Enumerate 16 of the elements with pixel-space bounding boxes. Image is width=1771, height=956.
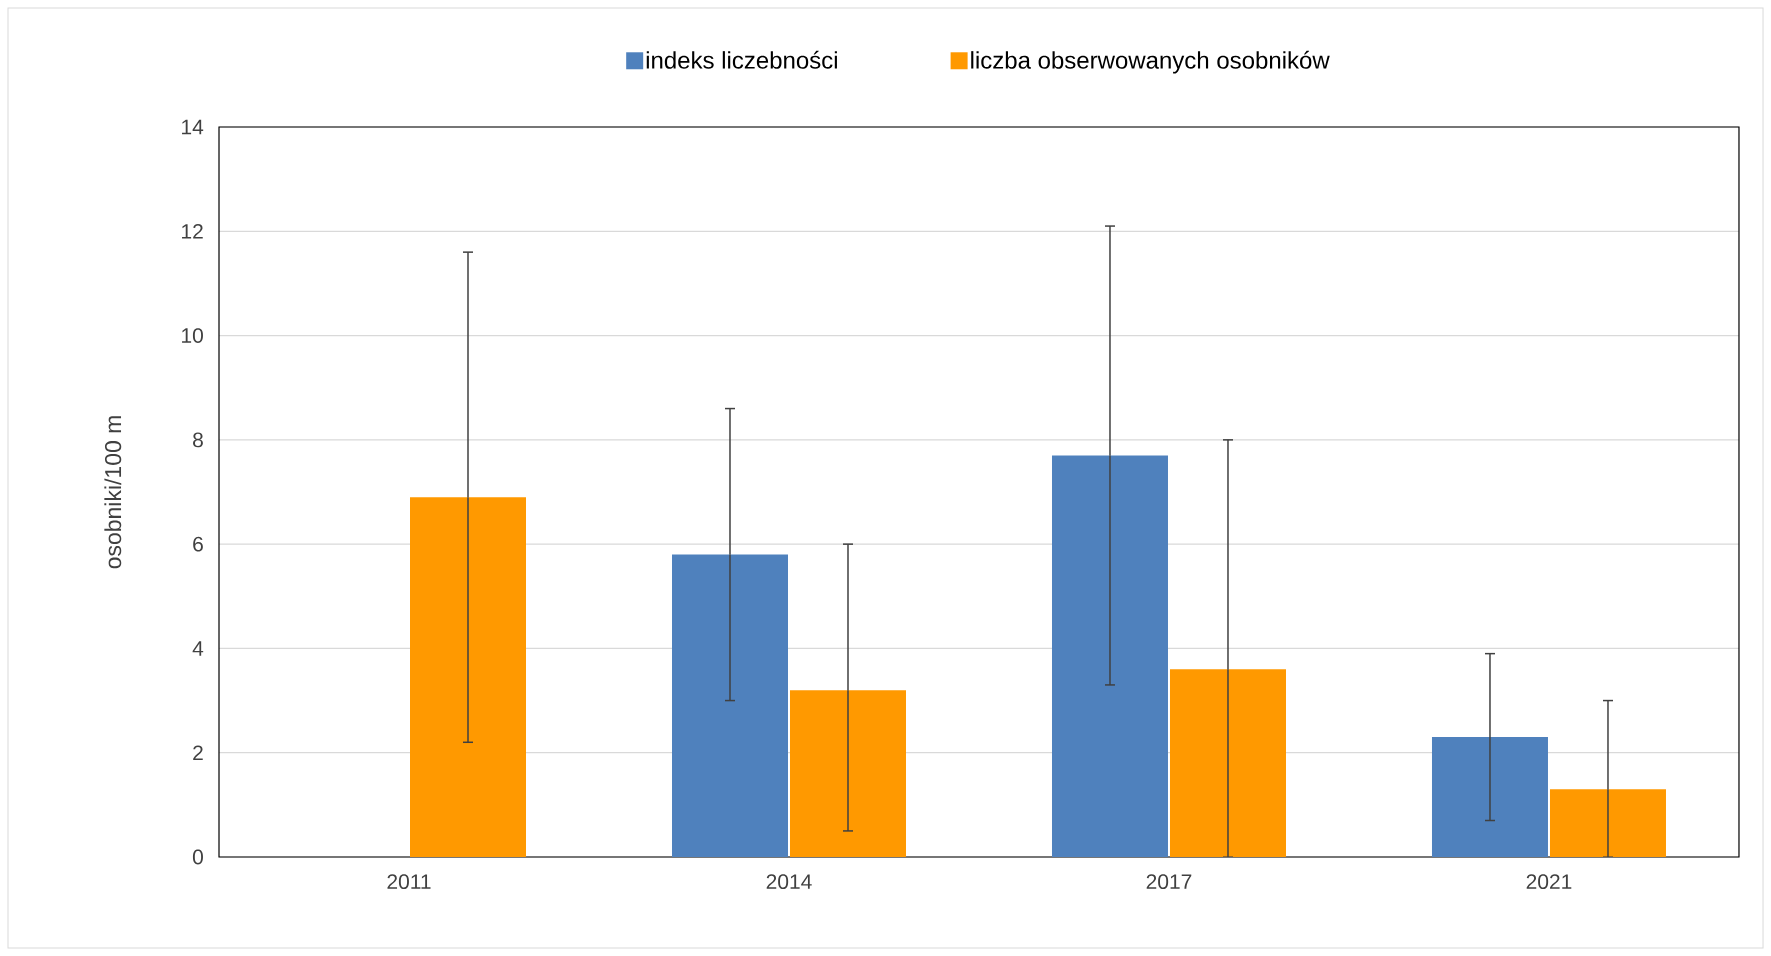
y-tick-label: 8: [193, 432, 203, 448]
x-tick-label: 2017: [1146, 874, 1192, 890]
x-tick-label: 2011: [387, 874, 431, 890]
y-tick-label: 4: [192, 641, 204, 656]
y-tick-label: 0: [192, 849, 203, 865]
y-tick-label: 2: [193, 745, 203, 761]
y-tick-label: 10: [182, 328, 203, 343]
y-tick-label: 6: [193, 536, 203, 552]
y-axis-title: osobniki/100 m: [104, 416, 122, 569]
legend-label: liczba obserwowanych osobników: [971, 50, 1330, 74]
x-tick-label: 2021: [1526, 874, 1572, 890]
x-tick-label: 2014: [766, 874, 812, 890]
y-tick-label: 14: [182, 119, 204, 135]
legend-label: indeks liczebności: [646, 50, 837, 69]
bar: [671, 554, 788, 857]
y-tick-label: 12: [182, 223, 203, 239]
